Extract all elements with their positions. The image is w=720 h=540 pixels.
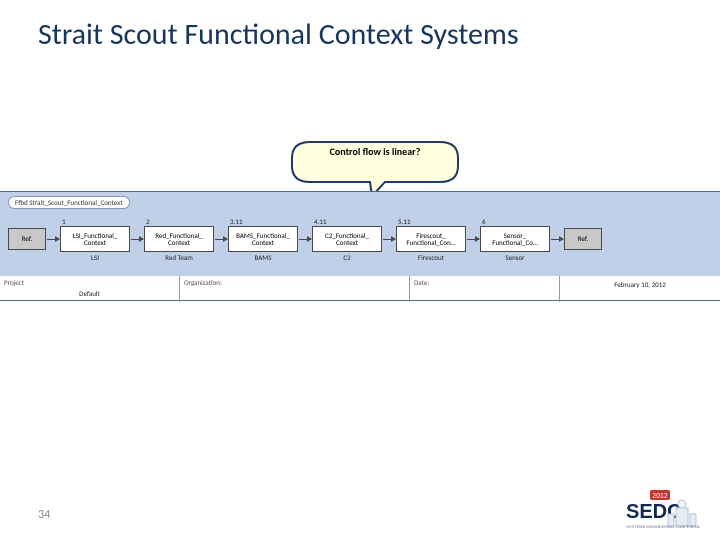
node-sublabel: BAMS	[255, 253, 272, 261]
node-box: BAMS_Functional_ Context	[228, 226, 298, 252]
function-node: 5.11Firescout_ Functional_Con…Firescout	[396, 217, 466, 261]
meta-cell: February 10, 2012	[560, 276, 720, 302]
node-box: Ref.	[8, 228, 46, 250]
node-box: LSI_Functional_ Context	[60, 226, 130, 252]
function-node: 3.11BAMS_Functional_ ContextBAMS	[228, 217, 298, 261]
meta-value: Default	[4, 289, 175, 298]
node-sublabel: Red Team	[165, 253, 193, 261]
function-node: 2Red_Functional_ ContextRed Team	[144, 217, 214, 261]
meta-value: February 10, 2012	[564, 280, 716, 289]
meta-label: Project	[4, 278, 175, 287]
meta-cell: Organization:	[180, 276, 410, 302]
meta-cell: Project Default	[0, 276, 180, 302]
meta-label: Organization:	[184, 278, 405, 287]
flow-arrow	[467, 239, 479, 240]
flow-arrow	[215, 239, 227, 240]
meta-row: Project Default Organization: Date: February…	[0, 276, 720, 302]
function-node: 4.11C2_Functional_ ContextC2	[312, 217, 382, 261]
flow-arrow	[299, 239, 311, 240]
callout-bubble: Control flow is linear?	[290, 140, 460, 188]
node-sublabel: LSI	[91, 253, 99, 261]
flow-arrow	[383, 239, 395, 240]
slide-title: Strait Scout Functional Context Systems	[38, 18, 519, 53]
logo-year: 2012	[652, 493, 668, 500]
node-number: 2	[146, 217, 150, 225]
function-node: 6Sensor_ Functional_Co…Sensor	[480, 217, 550, 261]
flow-arrow	[131, 239, 143, 240]
node-number: 1	[62, 217, 66, 225]
ffbd-diagram: Ffbd Strait_Scout_Functional_Context Ref…	[0, 191, 720, 301]
flow-arrow	[551, 239, 563, 240]
flow-area: Ffbd Strait_Scout_Functional_Context Ref…	[0, 192, 720, 276]
node-box: C2_Functional_ Context	[312, 226, 382, 252]
logo-sub: SYSTEMS ENGINEERING CONFERENCE	[626, 524, 700, 529]
sedc-logo: 2012 SEDC SYSTEMS ENGINEERING CONFERENCE	[590, 488, 700, 530]
flow-row: Ref. 1LSI_Functional_ ContextLSI 2Red_Func…	[8, 214, 712, 264]
node-number: 4.11	[314, 217, 326, 225]
ref-node: Ref.	[564, 219, 602, 259]
node-sublabel: C2	[343, 253, 350, 261]
node-number: 6	[482, 217, 486, 225]
ffbd-label: Ffbd Strait_Scout_Functional_Context	[8, 196, 130, 209]
function-node: 1LSI_Functional_ ContextLSI	[60, 217, 130, 261]
page-number: 34	[38, 508, 50, 522]
node-box: Sensor_ Functional_Co…	[480, 226, 550, 252]
callout-text: Control flow is linear?	[290, 146, 460, 158]
meta-cell: Date:	[410, 276, 560, 302]
node-sublabel: Firescout	[418, 253, 444, 261]
node-box: Ref.	[564, 228, 602, 250]
node-number: 5.11	[398, 217, 410, 225]
node-number: 3.11	[230, 217, 242, 225]
node-box: Red_Functional_ Context	[144, 226, 214, 252]
ref-node: Ref.	[8, 219, 46, 259]
meta-label: Date:	[414, 278, 555, 287]
slide: Strait Scout Functional Context Systems …	[0, 0, 720, 540]
node-box: Firescout_ Functional_Con…	[396, 226, 466, 252]
flow-arrow	[47, 239, 59, 240]
node-sublabel: Sensor	[505, 253, 524, 261]
